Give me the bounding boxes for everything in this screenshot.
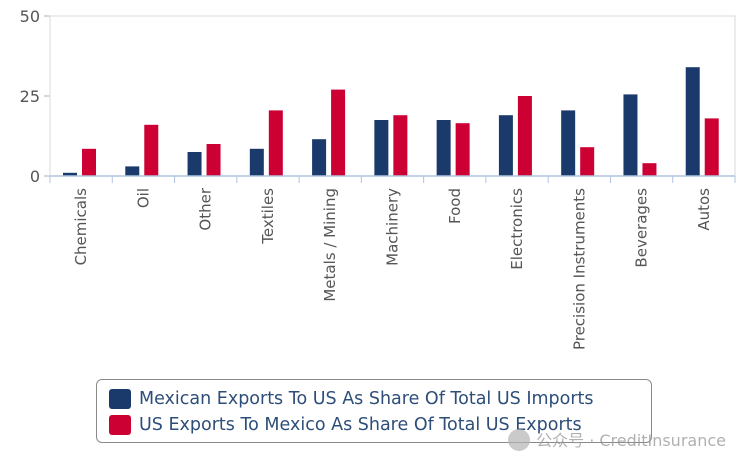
bar-us-9[interactable] <box>642 163 657 176</box>
x-category-label: Machinery <box>384 188 402 266</box>
bar-mexico-3[interactable] <box>249 148 264 176</box>
bar-mexico-10[interactable] <box>685 67 700 176</box>
x-category-label: Other <box>197 187 215 230</box>
bar-us-7[interactable] <box>517 96 532 176</box>
x-category-label: Textiles <box>259 188 277 245</box>
bar-mexico-9[interactable] <box>623 94 638 176</box>
bar-us-4[interactable] <box>331 89 346 176</box>
legend-swatch-us-exports <box>109 415 131 435</box>
bar-us-2[interactable] <box>206 144 221 176</box>
bar-mexico-4[interactable] <box>312 139 327 176</box>
legend-item-us-exports[interactable]: US Exports To Mexico As Share Of Total U… <box>109 412 651 438</box>
bar-mexico-1[interactable] <box>125 166 140 176</box>
x-axis: Chemicals Oil Other Textiles Metals / Mining… <box>49 175 736 350</box>
bar-mexico-8[interactable] <box>561 110 576 176</box>
watermark: 公众号 · CreditInsurance <box>508 427 726 451</box>
y-tick-label: 50 <box>20 7 40 26</box>
bar-mexico-0[interactable] <box>63 172 77 176</box>
legend-label: US Exports To Mexico As Share Of Total U… <box>139 415 582 435</box>
legend-swatch-mexican-exports <box>109 389 131 409</box>
plot-area <box>49 15 736 177</box>
legend-label: Mexican Exports To US As Share Of Total … <box>139 389 594 409</box>
watermark-text: 公众号 · CreditInsurance <box>536 431 726 450</box>
bar-us-0[interactable] <box>82 148 96 176</box>
x-category-label: Autos <box>695 188 713 231</box>
x-category-label: Metals / Mining <box>321 188 339 302</box>
bar-mexico-7[interactable] <box>498 115 513 176</box>
bar-us-6[interactable] <box>455 123 470 176</box>
x-category-label: Chemicals <box>72 188 90 266</box>
y-tick-label: 0 <box>30 167 40 186</box>
x-category-label: Precision Instruments <box>570 188 588 350</box>
x-category-label: Beverages <box>633 188 651 268</box>
bar-us-10[interactable] <box>704 118 719 176</box>
bar-us-5[interactable] <box>393 115 408 176</box>
y-tick-label: 25 <box>20 87 40 106</box>
wechat-icon <box>508 429 531 451</box>
bar-mexico-5[interactable] <box>374 120 389 176</box>
x-category-label: Food <box>446 188 464 224</box>
legend: Mexican Exports To US As Share Of Total … <box>96 379 652 443</box>
x-category-label: Electronics <box>508 188 526 270</box>
bar-us-3[interactable] <box>268 110 283 176</box>
bar-mexico-6[interactable] <box>436 120 451 176</box>
y-axis: 0 25 50 <box>20 7 50 186</box>
x-category-label: Oil <box>134 188 152 208</box>
bar-us-1[interactable] <box>144 124 159 176</box>
legend-item-mexican-exports[interactable]: Mexican Exports To US As Share Of Total … <box>109 386 651 412</box>
bar-us-8[interactable] <box>580 147 595 176</box>
bar-mexico-2[interactable] <box>187 152 202 176</box>
